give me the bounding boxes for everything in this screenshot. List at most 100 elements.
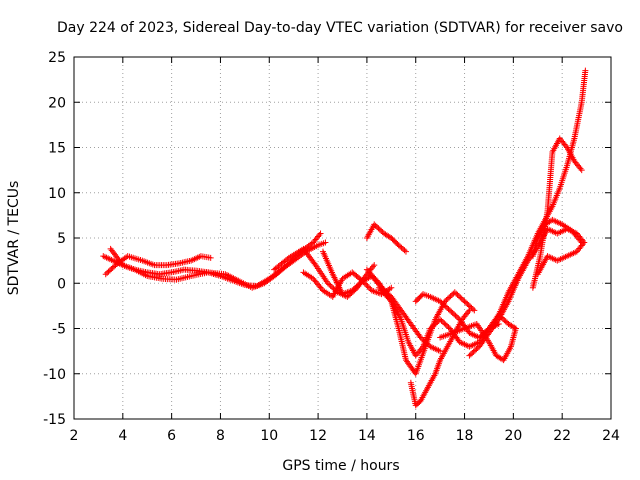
data-point — [454, 291, 461, 298]
x-tick-label: 8 — [216, 428, 225, 444]
data-point — [367, 286, 374, 293]
data-point — [448, 308, 455, 315]
data-point — [437, 348, 444, 355]
data-point — [318, 286, 325, 293]
series-track-2 — [102, 253, 214, 278]
data-point — [434, 319, 441, 326]
y-tick-label: 25 — [48, 50, 66, 66]
data-point — [444, 322, 451, 329]
data-point — [431, 321, 438, 328]
y-tick-label: 20 — [48, 95, 66, 111]
series-track-14 — [485, 67, 589, 332]
data-point — [465, 302, 472, 309]
data-point — [466, 352, 473, 359]
data-point — [438, 317, 445, 324]
data-point — [324, 280, 331, 287]
data-point — [356, 281, 363, 288]
data-point — [467, 351, 474, 358]
data-point — [104, 269, 111, 276]
data-point — [476, 334, 483, 341]
data-point — [578, 167, 585, 174]
data-point — [398, 244, 405, 251]
data-point — [311, 260, 318, 267]
series-track-11 — [407, 307, 473, 409]
data-point — [327, 282, 334, 289]
data-point — [102, 271, 109, 278]
data-point — [402, 248, 409, 255]
series-track-7 — [363, 221, 409, 255]
y-tick-label: 10 — [48, 186, 66, 202]
y-tick-label: 5 — [57, 231, 66, 247]
data-point — [438, 299, 445, 306]
data-point — [453, 313, 460, 320]
data-point — [439, 319, 446, 326]
x-tick-label: 6 — [167, 428, 176, 444]
data-point — [372, 222, 379, 229]
chart-title: Day 224 of 2023, Sidereal Day-to-day VTE… — [57, 20, 623, 36]
data-point — [363, 281, 370, 288]
series-track-16 — [529, 216, 585, 260]
data-point — [581, 239, 588, 246]
data-point — [445, 306, 452, 313]
x-tick-label: 14 — [358, 428, 376, 444]
data-point — [442, 303, 449, 310]
data-point — [469, 306, 476, 313]
data-point — [109, 264, 116, 271]
x-tick-label: 10 — [260, 428, 278, 444]
data-point — [437, 298, 444, 305]
data-point — [388, 284, 395, 291]
x-tick-label: 2 — [70, 428, 79, 444]
data-point — [446, 294, 453, 301]
x-tick-label: 4 — [118, 428, 127, 444]
y-tick-label: -5 — [52, 322, 66, 338]
data-point — [467, 303, 474, 310]
data-point — [452, 312, 459, 319]
data-point — [326, 281, 333, 288]
data-point — [472, 347, 479, 354]
data-point — [469, 350, 476, 357]
data-point — [428, 324, 435, 331]
data-point — [285, 260, 292, 267]
data-point — [451, 311, 458, 318]
data-point — [376, 226, 383, 233]
data-point — [444, 295, 451, 302]
data-point — [350, 286, 357, 293]
x-tick-label: 18 — [456, 428, 474, 444]
data-point — [287, 259, 294, 266]
data-point — [349, 287, 356, 294]
data-point — [430, 322, 437, 329]
data-point — [108, 266, 115, 273]
x-axis-label: GPS time / hours — [282, 458, 399, 474]
data-point — [464, 300, 471, 307]
x-tick-label: 24 — [602, 428, 620, 444]
data-point — [460, 297, 467, 304]
data-point — [458, 295, 465, 302]
data-point — [284, 256, 291, 263]
data-point — [427, 325, 434, 332]
data-point — [442, 321, 449, 328]
data-point — [432, 320, 439, 327]
data-point — [449, 309, 456, 316]
x-tick-label: 20 — [504, 428, 522, 444]
data-point — [447, 293, 454, 300]
data-point — [357, 279, 364, 286]
data-point — [364, 283, 371, 290]
data-point — [419, 335, 426, 342]
data-point — [444, 304, 451, 311]
data-point — [451, 289, 458, 296]
data-point — [371, 262, 378, 269]
data-point — [400, 246, 407, 253]
series-track-9 — [376, 284, 502, 359]
data-point — [446, 307, 453, 314]
data-point — [395, 242, 402, 249]
data-point — [374, 278, 381, 285]
data-point — [317, 230, 324, 237]
data-point — [397, 243, 404, 250]
x-tick-label: 16 — [407, 428, 425, 444]
data-point — [501, 317, 508, 324]
data-point — [366, 284, 373, 291]
data-point — [443, 297, 450, 304]
data-point — [106, 267, 113, 274]
data-point — [453, 290, 460, 297]
